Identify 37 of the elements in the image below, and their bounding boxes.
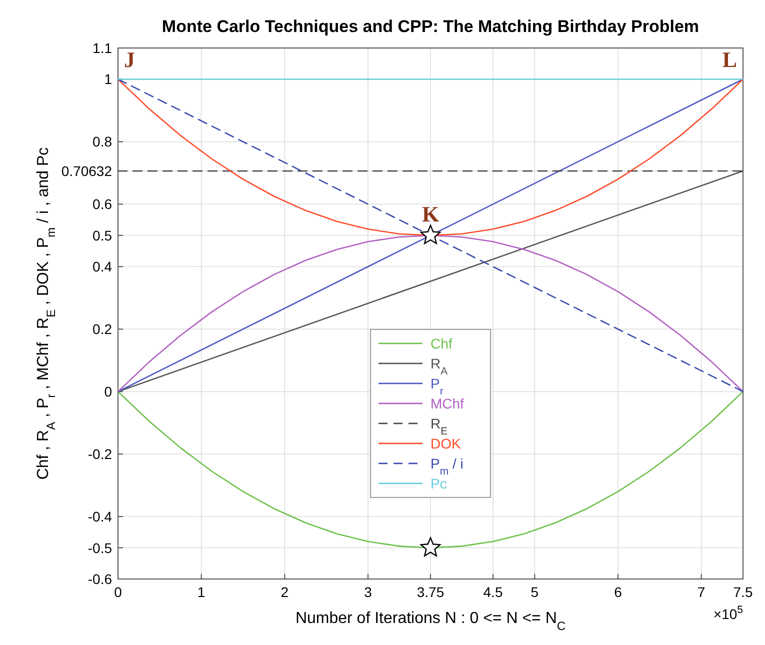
y-tick-label: 0.2 (92, 321, 112, 338)
legend-label: DOK (430, 435, 462, 452)
x-tick-label: 4.5 (483, 584, 503, 600)
y-tick-label: 0.4 (92, 258, 112, 275)
y-tick-label: 0.5 (92, 227, 112, 244)
annotation: J (124, 47, 135, 72)
y-tick-label: 0.8 (92, 134, 112, 150)
y-tick-label: 0.6 (92, 196, 112, 212)
annotation: L (722, 47, 737, 72)
x-tick-label: 7.5 (733, 584, 753, 600)
y-tick-label: 0 (104, 384, 112, 400)
x-tick-label: 0 (114, 584, 122, 600)
x-tick-label: 5 (530, 584, 539, 600)
y-tick-label: 0.70632 (61, 162, 112, 179)
y-tick-label: -0.6 (88, 571, 112, 587)
chart-title: Monte Carlo Techniques and CPP: The Matching Birthday Problem (162, 17, 700, 36)
y-tick-label: -0.5 (88, 540, 112, 556)
legend-label: P$_{m}$ / i (430, 455, 464, 478)
legend-label: Chf (430, 335, 452, 352)
legend-label: Pc (430, 475, 447, 492)
legend-label: P$_{r}$ (430, 375, 444, 398)
y-tick-label: 1 (104, 71, 112, 88)
x-axis-title: Number of Iterations N : 0 <= N <= N$_{C}$ (295, 610, 566, 633)
text: ×10$^{5}$ (713, 604, 744, 622)
y-tick-label: -0.4 (88, 508, 112, 525)
x-tick-label: 6 (614, 584, 622, 600)
y-tick-label: 1.1 (92, 40, 112, 56)
x-tick-label: 3 (364, 584, 372, 600)
x-tick-label: 7 (697, 584, 706, 600)
annotation: K (422, 201, 440, 226)
y-tick-label: -0.2 (88, 446, 112, 462)
legend-label: MChf (430, 395, 464, 412)
x-tick-label: 1 (197, 584, 206, 600)
legend-label: R$_{A}$ (430, 355, 448, 378)
x-tick-label: 3.75 (416, 584, 444, 600)
x-tick-label: 2 (280, 584, 289, 600)
legend-label: R$_{E}$ (430, 415, 448, 438)
